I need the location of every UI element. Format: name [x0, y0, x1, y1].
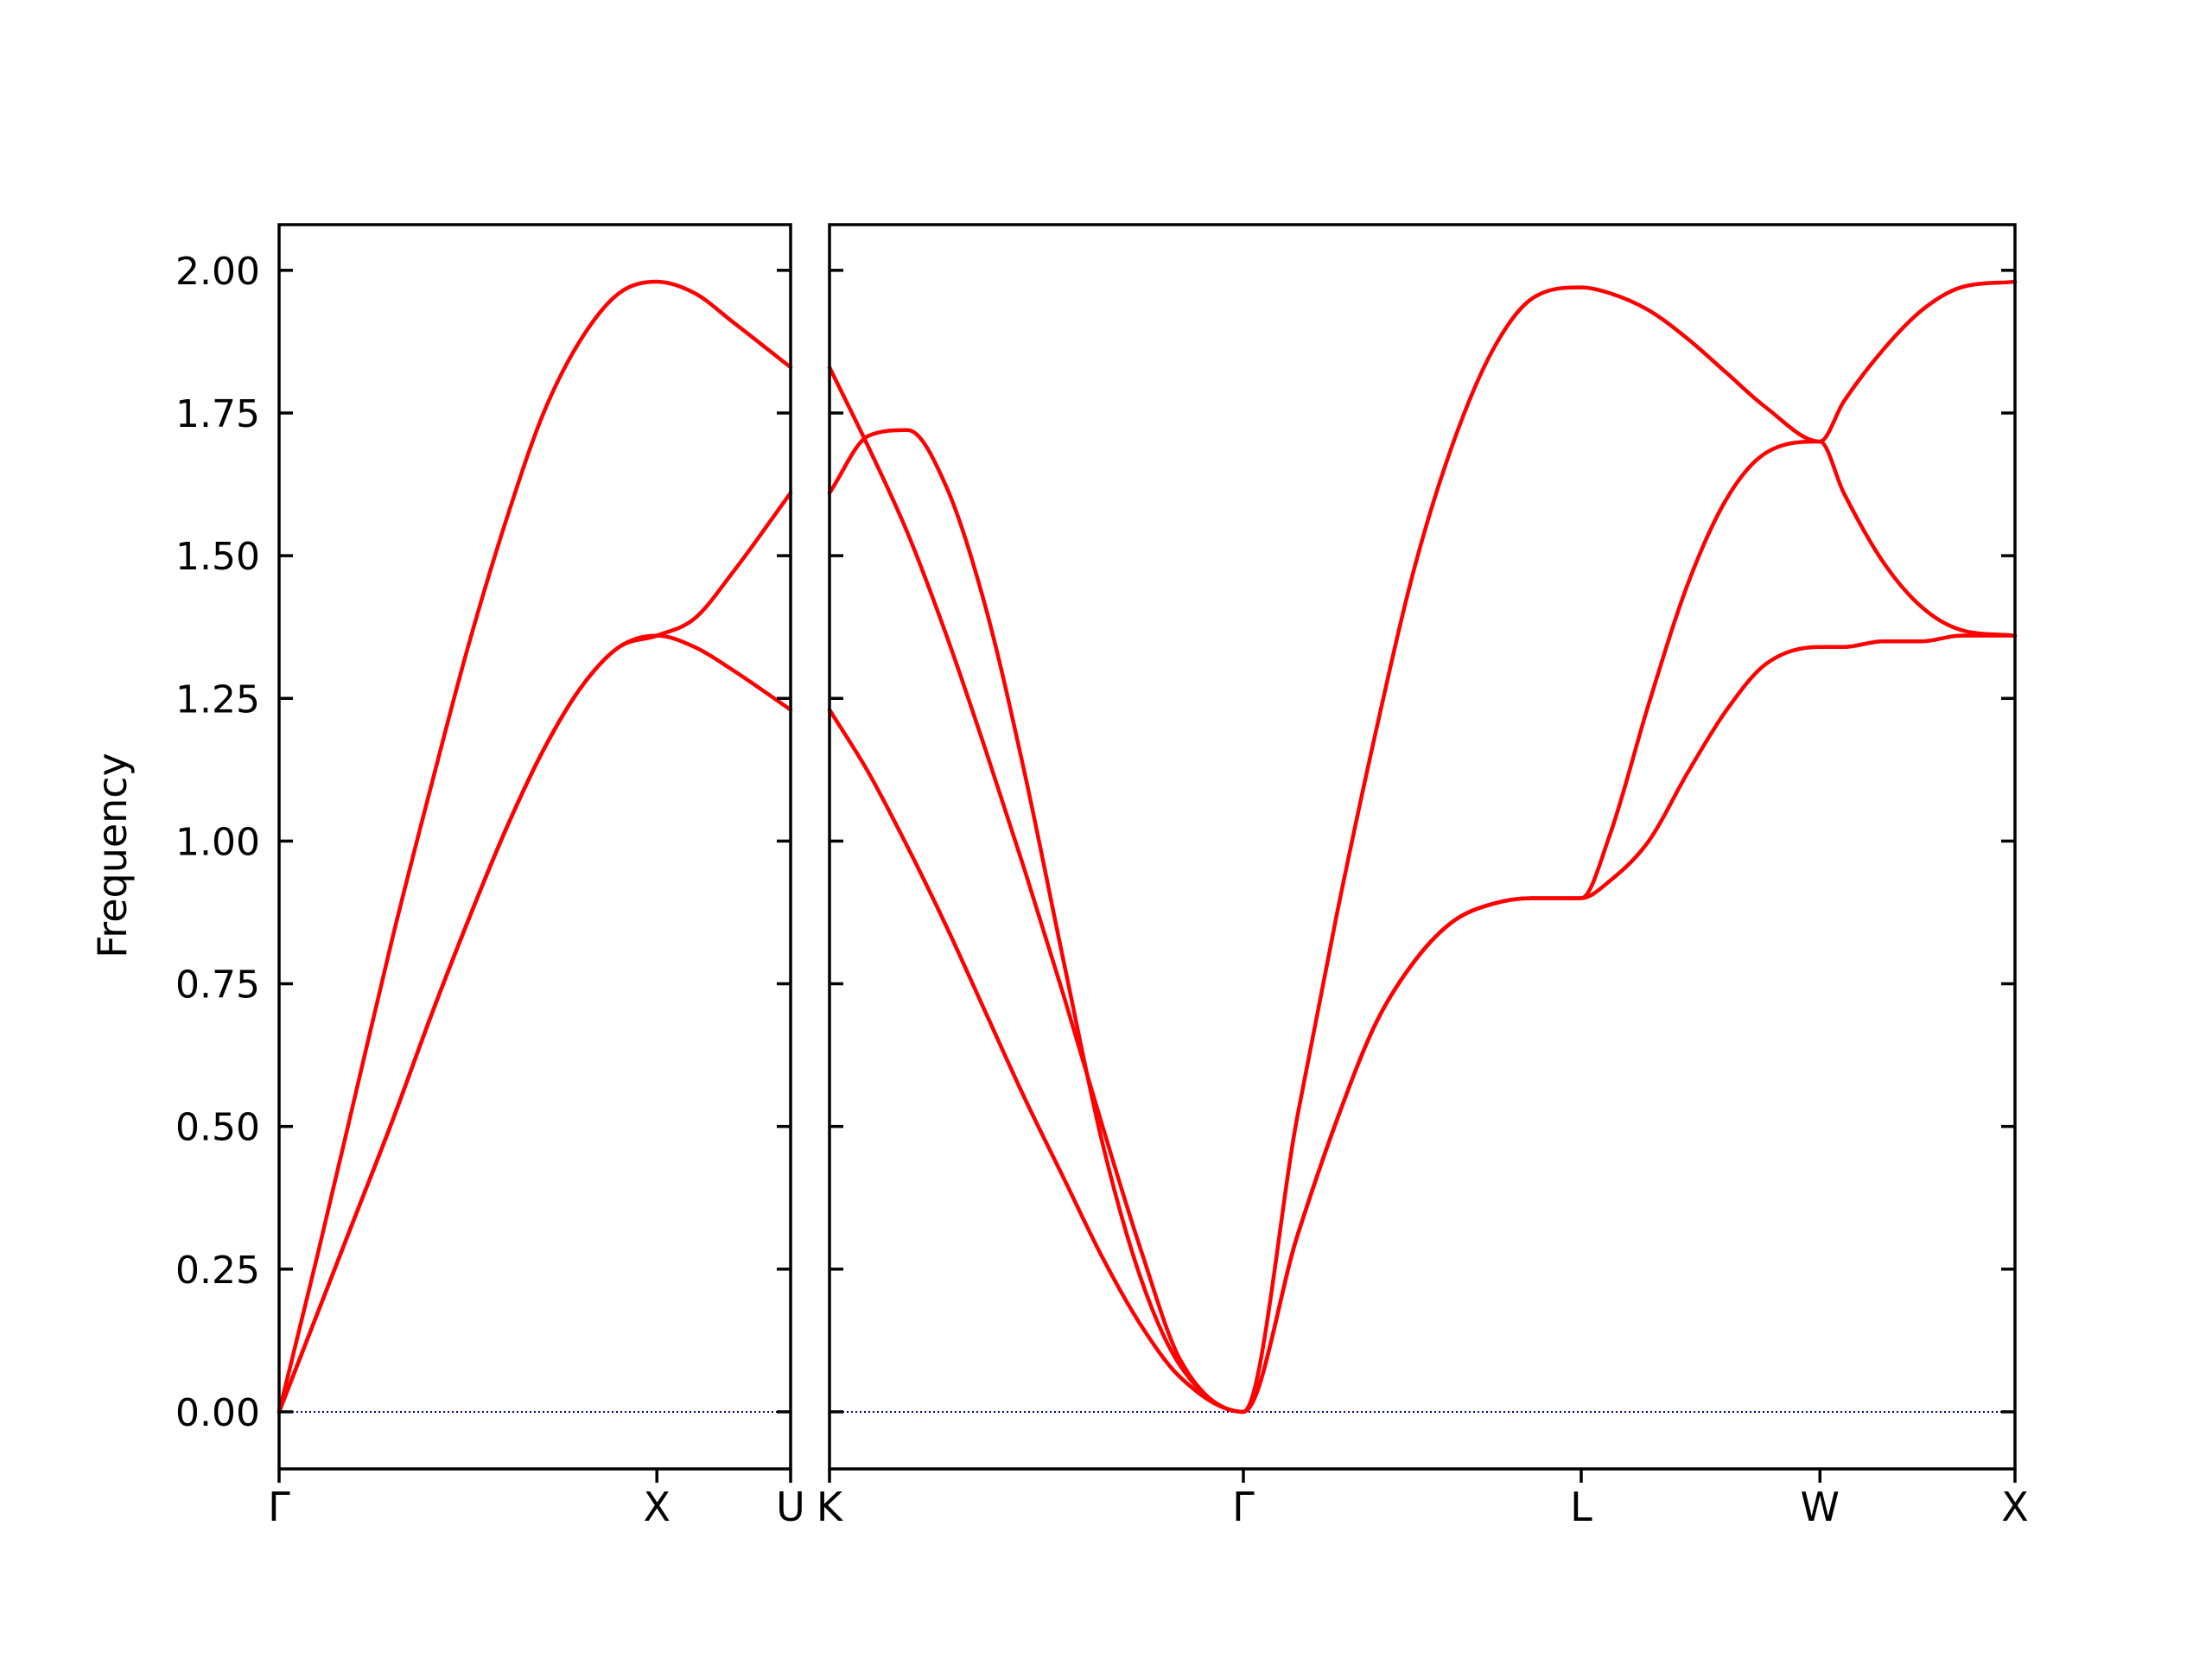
y-tick-label: 0.25	[175, 1249, 260, 1293]
y-tick-label: 0.75	[175, 963, 260, 1007]
band-line-3	[827, 633, 2018, 1414]
y-tick-label: 1.75	[175, 392, 260, 436]
y-tick-label: 0.50	[175, 1106, 260, 1150]
y-tick-label: 1.00	[175, 820, 260, 864]
q-point-label: U	[776, 1484, 805, 1530]
band-line-3	[276, 633, 793, 1414]
y-tick-label: 2.00	[175, 250, 260, 294]
q-point-label: Γ	[268, 1484, 290, 1530]
band-line-2	[276, 491, 793, 1414]
q-point-label: K	[817, 1484, 844, 1530]
q-point-label: X	[2001, 1484, 2029, 1530]
band-line-1	[827, 279, 2018, 1414]
y-tick-label: 1.25	[175, 677, 260, 721]
y-axis-label: Frequency	[89, 753, 136, 958]
q-point-label: L	[1570, 1484, 1592, 1530]
panel-left: 0.00 0.25 0.50 0.75 1.00 1.25 1.50 1.75 2.00 Γ X U	[175, 223, 805, 1530]
q-point-label: W	[1801, 1484, 1840, 1530]
q-point-label: Γ	[1232, 1484, 1255, 1530]
axes-frame	[277, 223, 792, 1471]
y-tick-label: 0.00	[175, 1391, 260, 1435]
band-line-1	[276, 279, 793, 1414]
q-point-label: X	[643, 1484, 671, 1530]
y-tick-label: 1.50	[175, 535, 260, 579]
band-line-2	[827, 428, 2018, 1414]
axes-frame	[828, 223, 2017, 1471]
